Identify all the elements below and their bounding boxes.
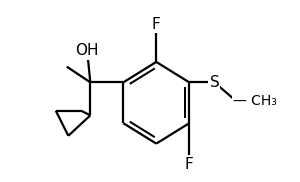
Text: F: F — [185, 157, 194, 171]
Text: S: S — [209, 75, 219, 90]
Text: F: F — [152, 17, 161, 32]
Text: OH: OH — [75, 43, 99, 58]
Text: — CH₃: — CH₃ — [233, 94, 277, 108]
